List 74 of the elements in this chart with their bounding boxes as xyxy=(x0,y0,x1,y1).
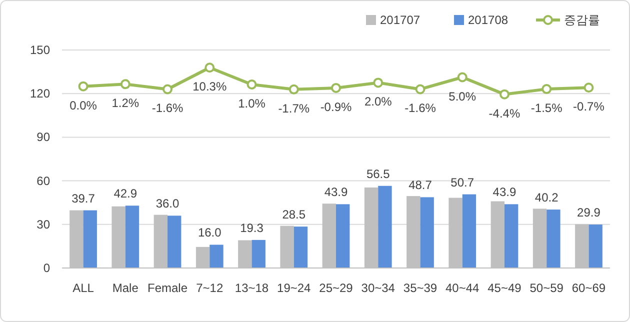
data-label: -1.6% xyxy=(152,101,184,116)
bar xyxy=(210,244,224,268)
data-label: 5.0% xyxy=(448,89,476,104)
y-tick-label: 90 xyxy=(36,130,50,144)
bar xyxy=(378,186,392,268)
bar xyxy=(336,204,350,268)
data-label: 50.7 xyxy=(450,175,474,190)
data-label: 19.3 xyxy=(240,220,264,235)
data-label: 2.0% xyxy=(364,94,392,109)
point xyxy=(204,62,215,73)
x-tick-label: 30~34 xyxy=(361,281,396,295)
data-label: -1.5% xyxy=(530,101,563,116)
data-label: -0.7% xyxy=(573,100,605,114)
data-label: 1.0% xyxy=(238,96,266,111)
x-tick-label: 19~24 xyxy=(277,281,312,295)
point xyxy=(415,84,426,94)
y-tick-label: 60 xyxy=(36,174,50,188)
point xyxy=(120,79,130,90)
bar xyxy=(546,210,560,268)
point xyxy=(331,82,341,93)
point xyxy=(288,84,299,94)
bar xyxy=(504,204,518,268)
point xyxy=(584,82,594,93)
bar xyxy=(252,240,266,268)
bar xyxy=(294,226,308,268)
y-tick-label: 150 xyxy=(30,43,50,57)
point xyxy=(246,80,257,90)
data-label: 28.5 xyxy=(282,208,306,222)
x-tick-label: ALL xyxy=(72,281,94,295)
point xyxy=(162,84,173,94)
x-tick-label: 40~44 xyxy=(446,281,480,295)
y-tick-label: 0 xyxy=(43,261,50,275)
data-label: 29.9 xyxy=(577,206,601,220)
legend-label: 증감률 xyxy=(564,13,600,27)
data-label: -4.4% xyxy=(488,106,520,120)
bar xyxy=(588,224,602,268)
legend-label: 201708 xyxy=(468,13,508,27)
x-tick-label: 50~59 xyxy=(530,281,564,295)
point xyxy=(499,89,510,100)
point xyxy=(457,72,468,82)
bar xyxy=(168,216,182,268)
data-label: 40.2 xyxy=(534,190,559,205)
x-tick-label: 45~49 xyxy=(488,281,522,295)
bar xyxy=(83,210,97,268)
data-label: 43.9 xyxy=(324,185,348,200)
data-label: 0.0% xyxy=(70,98,98,112)
legend-label: 201707 xyxy=(380,13,420,27)
data-label: 56.5 xyxy=(366,166,390,181)
x-tick-label: 13~18 xyxy=(234,281,269,295)
data-label: 16.0 xyxy=(198,226,222,240)
data-label: 48.7 xyxy=(408,178,432,192)
data-label: 36.0 xyxy=(156,196,180,211)
data-label: -1.7% xyxy=(278,101,310,116)
point xyxy=(78,81,88,92)
data-label: -1.6% xyxy=(404,101,436,116)
bar xyxy=(462,194,476,268)
y-tick-label: 120 xyxy=(30,86,50,101)
point xyxy=(373,78,384,88)
x-tick-label: Male xyxy=(112,281,139,295)
data-label: 39.7 xyxy=(72,191,96,206)
x-tick-label: 25~29 xyxy=(319,281,354,295)
data-label: 42.9 xyxy=(114,186,138,201)
bar xyxy=(420,197,434,268)
x-tick-label: 7~12 xyxy=(196,281,224,295)
x-tick-label: 35~39 xyxy=(403,281,438,295)
data-label: 1.2% xyxy=(112,96,140,110)
x-tick-label: 60~69 xyxy=(572,281,606,295)
data-label: 10.3% xyxy=(192,80,227,94)
bar xyxy=(125,206,140,268)
point xyxy=(542,84,552,94)
data-label: 43.9 xyxy=(492,185,516,200)
y-tick-label: 30 xyxy=(36,217,50,232)
x-tick-label: Female xyxy=(148,281,188,295)
data-label: -0.9% xyxy=(320,100,352,114)
